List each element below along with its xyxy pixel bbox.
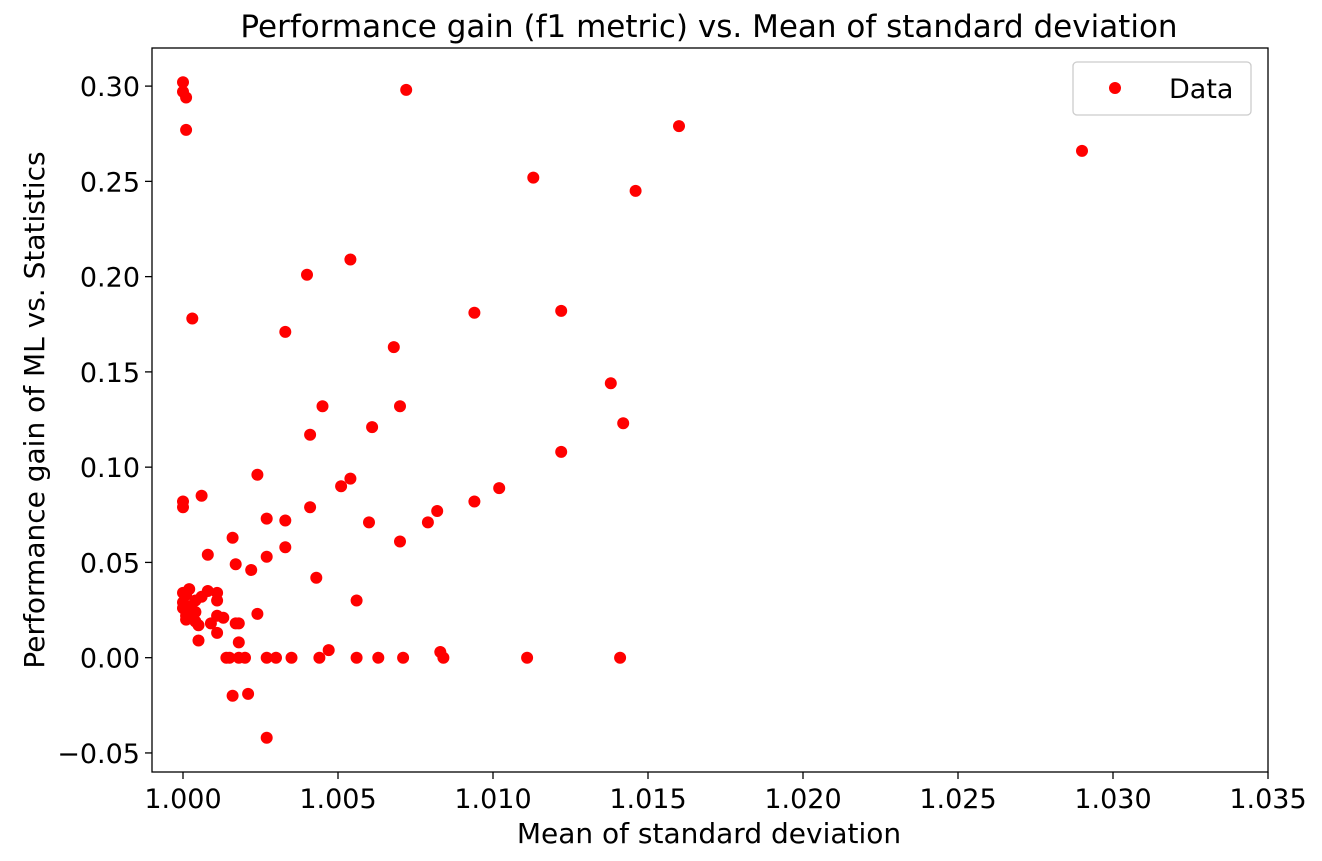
data-point	[468, 495, 481, 508]
data-point	[186, 312, 199, 325]
legend-label: Data	[1169, 74, 1233, 105]
legend: Data	[1072, 61, 1252, 116]
y-tick-label: 0.05	[80, 548, 140, 579]
data-point	[394, 400, 406, 413]
data-point	[204, 617, 217, 630]
data-point	[260, 731, 273, 744]
x-tick-label: 1.005	[299, 784, 376, 815]
data-point	[313, 651, 326, 664]
data-point	[372, 651, 385, 664]
y-tick-label: 0.25	[80, 167, 140, 198]
data-point	[232, 636, 245, 649]
data-point	[279, 514, 292, 527]
data-point	[229, 558, 242, 571]
data-point	[437, 651, 450, 664]
data-point	[604, 377, 617, 390]
data-points	[177, 76, 1088, 744]
data-point	[226, 531, 239, 544]
x-axis: 1.000 1.005 1.010 1.015 1.020 1.025 1.030 1.035	[144, 772, 1307, 815]
data-point	[335, 480, 348, 493]
y-axis: −0.05 0.00 0.05 0.10 0.15 0.20 0.25 0.30	[57, 72, 152, 770]
y-tick-label: 0.00	[80, 644, 140, 675]
data-point	[260, 651, 273, 664]
data-point	[387, 341, 400, 354]
data-point	[468, 306, 481, 319]
data-point	[397, 651, 410, 664]
data-point	[279, 325, 292, 338]
data-point	[304, 428, 317, 441]
data-point	[211, 626, 224, 639]
data-point	[431, 505, 444, 517]
data-point	[555, 445, 568, 458]
data-point	[310, 571, 323, 584]
data-point	[223, 651, 236, 664]
legend-box	[1072, 61, 1252, 116]
data-point	[232, 617, 245, 630]
x-tick-label: 1.030	[1074, 784, 1151, 815]
data-point	[180, 613, 193, 626]
data-point	[617, 417, 630, 430]
data-point	[614, 651, 627, 664]
data-point	[344, 253, 357, 266]
data-point	[217, 611, 230, 624]
data-point	[260, 550, 273, 563]
data-point	[239, 651, 251, 664]
data-point	[260, 512, 273, 525]
y-tick-label: −0.05	[57, 739, 140, 770]
x-tick-label: 1.000	[144, 784, 221, 815]
plot-area-frame	[151, 47, 1269, 773]
data-point	[527, 171, 540, 184]
data-point	[304, 501, 317, 514]
data-point	[226, 689, 239, 702]
data-point	[350, 651, 363, 664]
y-axis-label: Performance gain of ML vs. Statistics	[18, 151, 51, 668]
data-point	[363, 516, 375, 529]
data-point	[400, 83, 413, 96]
data-point	[322, 644, 335, 657]
data-point	[673, 120, 685, 133]
data-point	[521, 651, 534, 664]
y-tick-label: 0.15	[80, 358, 140, 389]
data-point	[192, 634, 205, 647]
chart-title: Performance gain (f1 metric) vs. Mean of…	[240, 9, 1177, 45]
data-point	[555, 304, 568, 317]
data-point	[301, 268, 313, 281]
data-point	[242, 687, 255, 700]
data-point	[245, 564, 258, 576]
x-axis-label: Mean of standard deviation	[517, 817, 901, 850]
data-point	[180, 123, 193, 136]
x-tick-label: 1.010	[454, 784, 531, 815]
data-point	[201, 548, 214, 561]
data-point	[192, 619, 205, 632]
x-tick-label: 1.035	[1229, 784, 1306, 815]
data-point	[350, 594, 363, 607]
data-point	[251, 607, 264, 620]
x-tick-label: 1.015	[609, 784, 686, 815]
data-point	[180, 91, 193, 104]
data-point	[177, 76, 189, 89]
data-point	[177, 501, 189, 514]
data-point	[251, 468, 264, 481]
data-point	[195, 489, 208, 502]
x-tick-label: 1.025	[919, 784, 996, 815]
data-point	[394, 535, 406, 548]
x-tick-label: 1.020	[764, 784, 841, 815]
data-point	[279, 541, 292, 554]
data-point	[285, 651, 298, 664]
data-point	[421, 516, 434, 529]
data-point	[493, 482, 506, 495]
y-tick-label: 0.10	[80, 453, 140, 484]
y-tick-label: 0.30	[80, 72, 140, 103]
y-tick-label: 0.20	[80, 263, 140, 294]
legend-marker	[1109, 82, 1121, 94]
data-point	[316, 400, 329, 413]
data-point	[366, 421, 379, 434]
data-point	[1076, 144, 1088, 157]
data-point	[270, 651, 282, 664]
data-point	[211, 594, 224, 607]
data-point	[344, 472, 357, 485]
data-point	[629, 184, 642, 197]
